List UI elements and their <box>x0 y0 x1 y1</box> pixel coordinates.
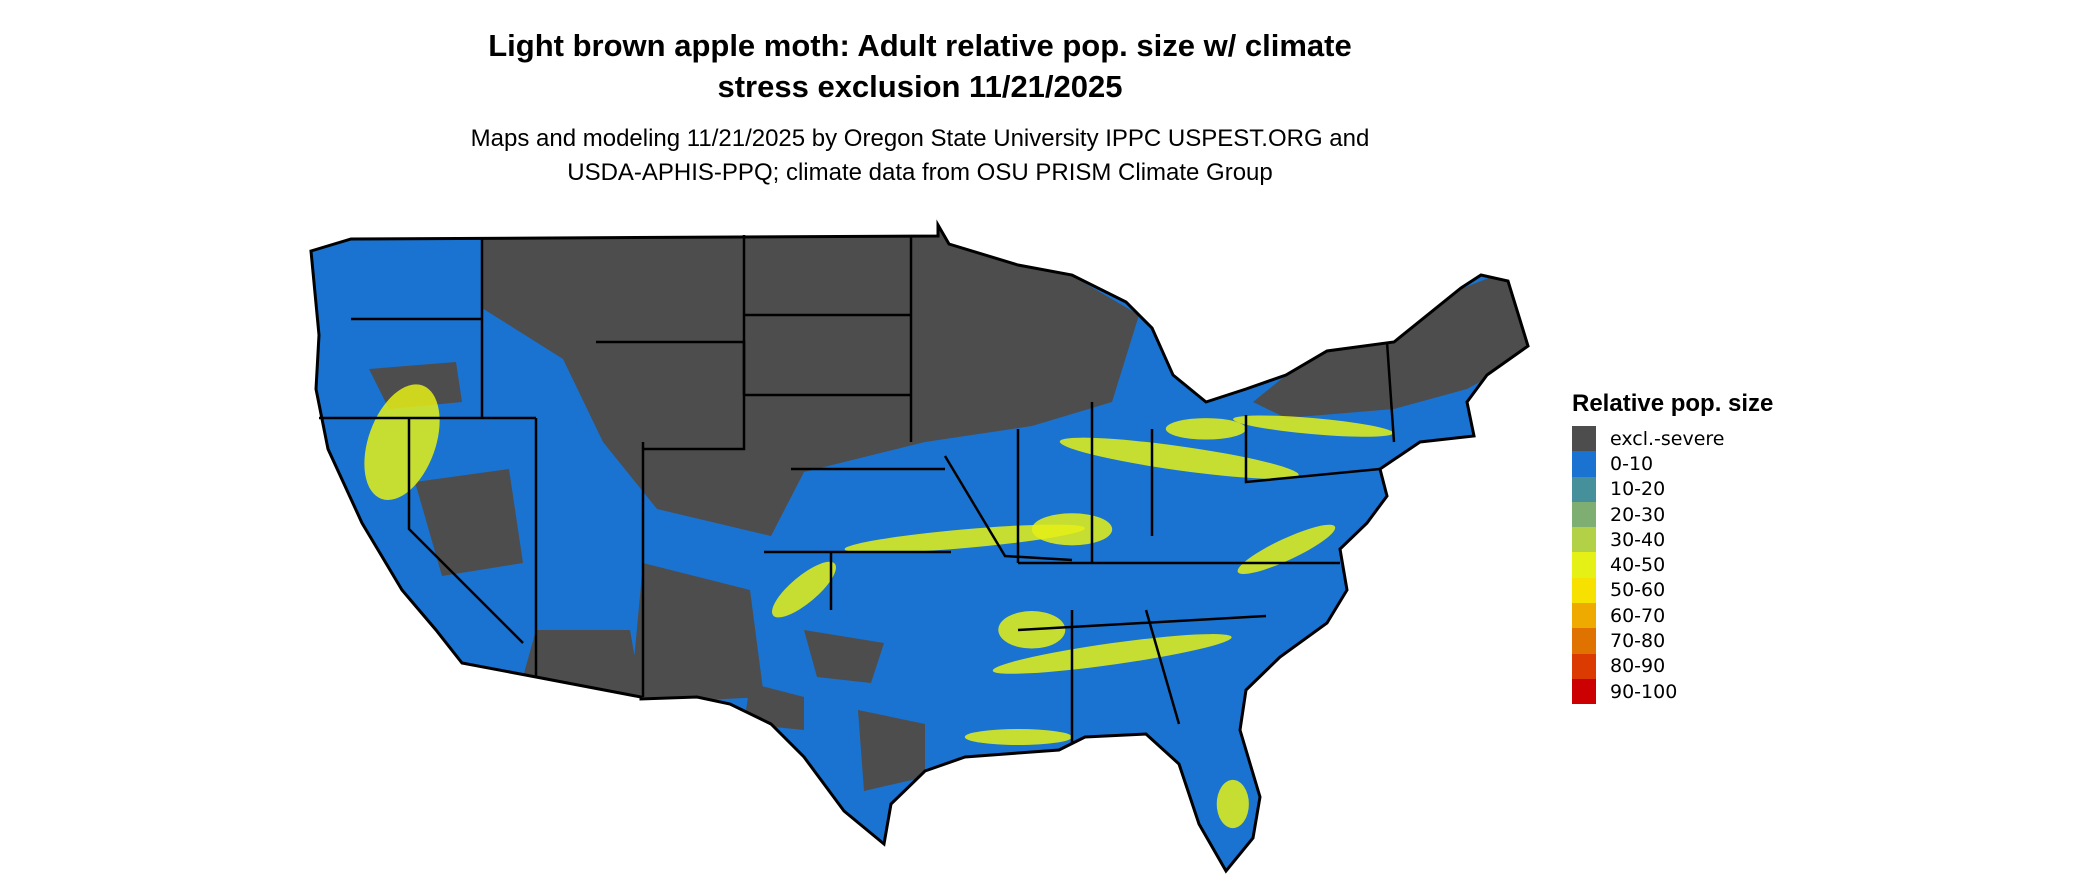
legend-item: 60-70 <box>1572 603 1773 629</box>
legend-item: 40-50 <box>1572 552 1773 578</box>
legend-label: 50-60 <box>1610 579 1666 602</box>
map-title-line2: stress exclusion 11/21/2025 <box>717 69 1123 104</box>
legend-item: 80-90 <box>1572 653 1773 679</box>
legend-label: 10-20 <box>1610 478 1666 501</box>
legend-swatch <box>1572 628 1596 654</box>
legend-swatch <box>1572 603 1596 629</box>
suitability-zone-40-50 <box>992 634 1232 674</box>
legend-swatch <box>1572 678 1596 705</box>
legend-swatch <box>1572 501 1596 528</box>
legend-label: 40-50 <box>1610 554 1666 577</box>
legend-label: 20-30 <box>1610 503 1666 526</box>
us-outline <box>309 219 1530 874</box>
legend-item: 90-100 <box>1572 678 1773 705</box>
state-border <box>1244 415 1381 484</box>
excluded-zone <box>1253 268 1528 418</box>
legend-label: 70-80 <box>1610 630 1666 653</box>
legend-swatch <box>1572 476 1596 502</box>
suitability-zone-40-50 <box>1165 418 1247 440</box>
legend-label: 90-100 <box>1610 680 1678 703</box>
state-border <box>1144 609 1181 725</box>
suitability-zone-40-50 <box>1031 513 1113 546</box>
suitability-zone-40-50 <box>1216 779 1249 829</box>
legend-swatch <box>1572 577 1596 604</box>
suitability-zone-40-50 <box>364 384 440 501</box>
excluded-zone <box>804 630 884 683</box>
suitability-zone-40-50 <box>1233 415 1394 437</box>
legend-item: 70-80 <box>1572 628 1773 654</box>
state-border <box>1017 614 1267 632</box>
legend-swatch <box>1572 451 1596 477</box>
suitability-zone-40-50 <box>844 524 1085 553</box>
legend-label: 60-70 <box>1610 604 1666 627</box>
excluded-zone <box>482 225 1139 536</box>
legend-label: 0-10 <box>1610 452 1654 475</box>
legend-label: 30-40 <box>1610 528 1666 551</box>
map-subtitle-line2: USDA-APHIS-PPQ; climate data from OSU PR… <box>567 159 1273 186</box>
legend-swatch <box>1572 527 1596 553</box>
excluded-zone <box>415 469 523 576</box>
suitability-zone-40-50 <box>964 728 1072 746</box>
legend-item: 0-10 <box>1572 451 1773 477</box>
excluded-zone <box>630 563 764 704</box>
legend-swatch <box>1572 653 1596 679</box>
legend: Relative pop. size excl.-severe 0-10 10-20… <box>1572 390 1774 705</box>
suitability-zone-40-50 <box>772 561 836 618</box>
legend-label: excl.-severe <box>1610 427 1725 450</box>
legend-item: 50-60 <box>1572 577 1773 604</box>
state-border <box>407 418 524 644</box>
excluded-zone <box>523 630 643 704</box>
legend-item: 30-40 <box>1572 527 1773 553</box>
map-subtitle-line1: Maps and modeling 11/21/2025 by Oregon S… <box>470 125 1370 152</box>
state-border <box>943 455 1073 562</box>
legend-item: 20-30 <box>1572 501 1773 528</box>
legend-swatch <box>1572 426 1596 452</box>
legend-item: 10-20 <box>1572 476 1773 502</box>
state-border <box>1385 341 1396 443</box>
legend-title: Relative pop. size <box>1572 390 1774 417</box>
map-title-line1: Light brown apple moth: Adult relative p… <box>488 28 1352 63</box>
suitability-zone-40-50 <box>1237 524 1336 575</box>
excluded-zone <box>858 710 925 791</box>
legend-label: 80-90 <box>1610 655 1666 678</box>
legend-swatch <box>1572 552 1596 578</box>
legend-item: excl.-severe <box>1572 426 1773 452</box>
suitability-zone-40-50 <box>1059 437 1299 479</box>
